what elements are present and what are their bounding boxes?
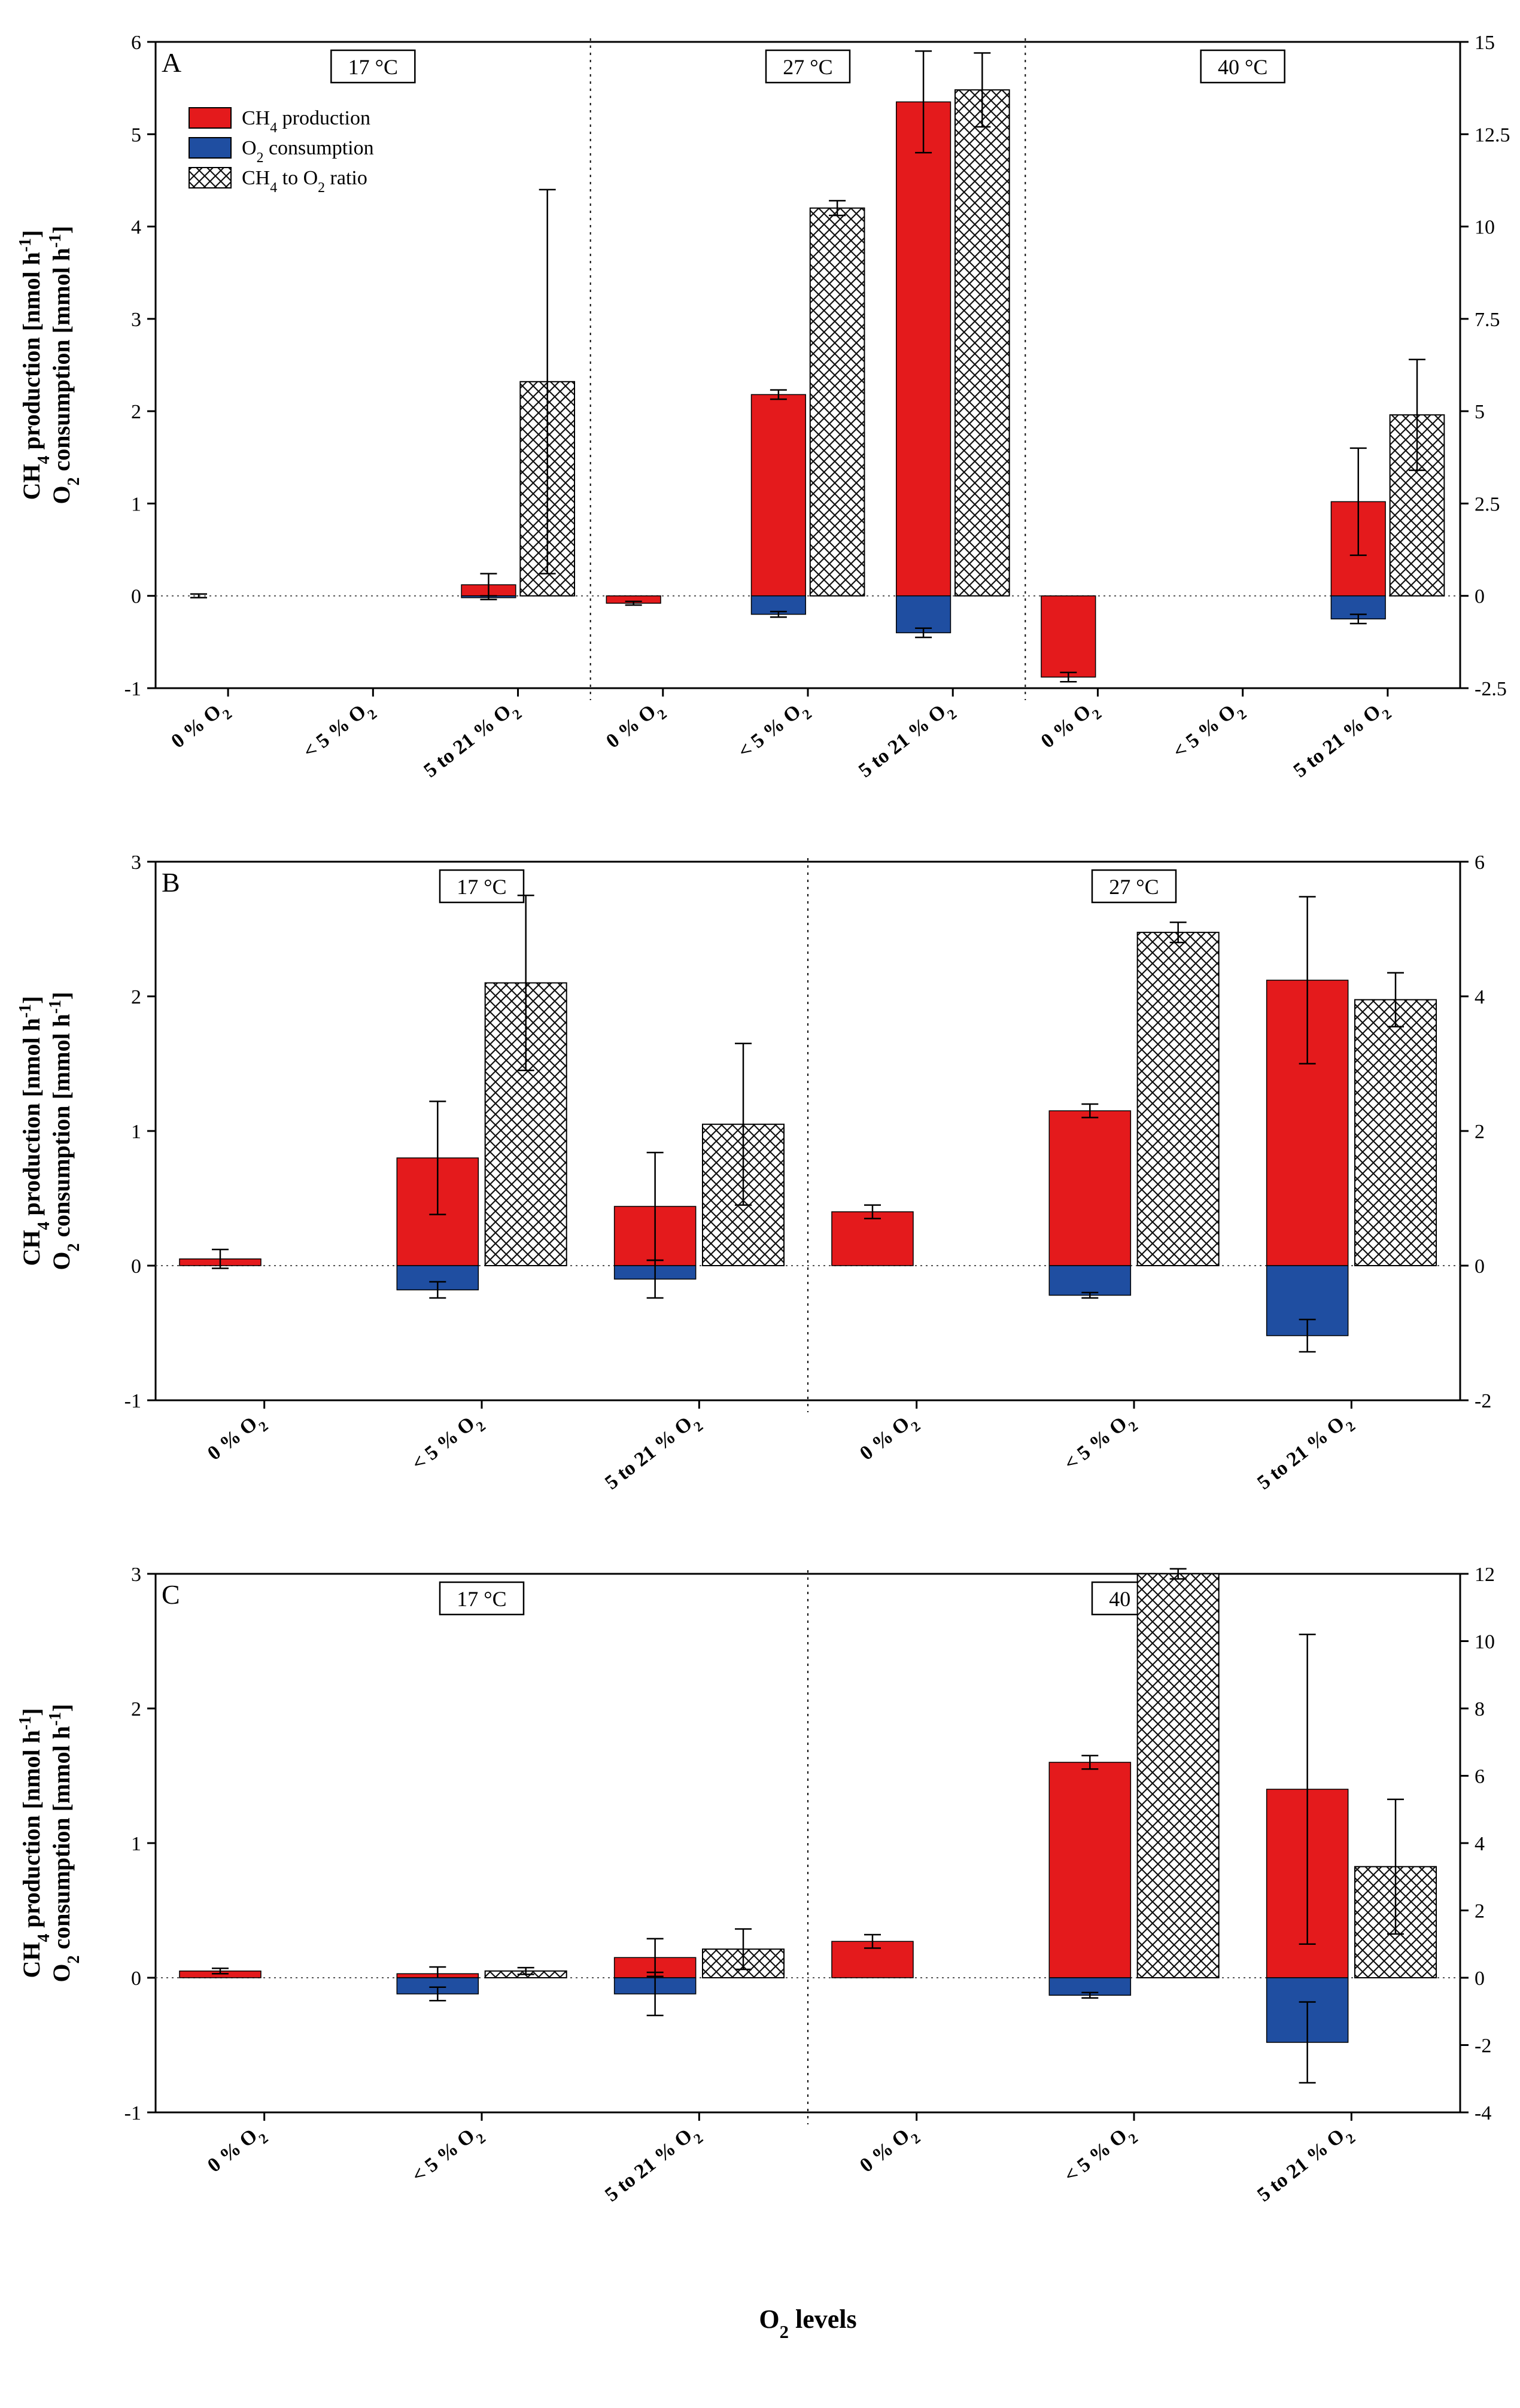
bar-ratio bbox=[1355, 1000, 1436, 1266]
ytick-left: 6 bbox=[131, 36, 141, 54]
y-left-label: CH4 production [nmol h-1]O2 consumption … bbox=[16, 992, 83, 1270]
bar-ch4 bbox=[1049, 1762, 1130, 1978]
ytick-right: 12.5 bbox=[1475, 124, 1510, 146]
ytick-left: 4 bbox=[131, 217, 141, 239]
ytick-right: 5 bbox=[1475, 401, 1485, 423]
bar-ch4 bbox=[832, 1212, 913, 1266]
panel-B: -1 0 1 2 3 -2 0 2 4 6 17 °C 27 °C B 0 % O2 < 5 % O2 5 t… bbox=[0, 856, 1520, 1568]
ytick-right: 0 bbox=[1475, 1255, 1485, 1278]
x-category-label: 5 to 21 % O2 bbox=[855, 696, 960, 787]
ytick-left: 2 bbox=[131, 401, 141, 423]
y-left-label: CH4 production [nmol h-1]O2 consumption … bbox=[16, 1704, 83, 1982]
ytick-right: -2 bbox=[1475, 2035, 1491, 2057]
ytick-right: 2 bbox=[1475, 1121, 1485, 1143]
x-category-label: < 5 % O2 bbox=[408, 2120, 488, 2192]
ytick-right: 7.5 bbox=[1475, 309, 1500, 331]
ytick-left: 2 bbox=[131, 986, 141, 1008]
bar-ratio bbox=[955, 90, 1010, 595]
ytick-left: 1 bbox=[131, 493, 141, 515]
ytick-right: 10 bbox=[1475, 1631, 1495, 1653]
ytick-right: 6 bbox=[1475, 1766, 1485, 1788]
x-axis-title: O2 levels bbox=[759, 2304, 856, 2342]
x-category-label: < 5 % O2 bbox=[1060, 1408, 1141, 1480]
ytick-left: 0 bbox=[131, 1968, 141, 1990]
x-category-label: 5 to 21 % O2 bbox=[601, 1408, 706, 1499]
ytick-right: -2 bbox=[1475, 1390, 1491, 1412]
ytick-right: 2.5 bbox=[1475, 493, 1500, 515]
bar-ratio bbox=[1138, 1574, 1219, 1978]
ytick-left: 2 bbox=[131, 1698, 141, 1720]
panel-letter: B bbox=[162, 867, 180, 898]
ytick-left: 3 bbox=[131, 856, 141, 874]
x-category-label: 0 % O2 bbox=[856, 2120, 923, 2182]
x-category-label: 5 to 21 % O2 bbox=[1253, 1408, 1358, 1499]
bar-ratio bbox=[1138, 932, 1219, 1266]
temp-label: 27 °C bbox=[1109, 875, 1159, 899]
bar-o2 bbox=[896, 596, 951, 633]
panel-A: -1 0 1 2 3 4 5 6 -2.5 0 2.5 5 7.5 10 12.5 15 17 °C 27 °C 4… bbox=[0, 36, 1520, 856]
temp-label: 17 °C bbox=[457, 1587, 506, 1611]
legend-swatch bbox=[189, 138, 231, 158]
bar-ratio bbox=[810, 208, 865, 596]
x-category-label: 5 to 21 % O2 bbox=[419, 696, 525, 787]
legend-label: CH4 production bbox=[242, 107, 370, 136]
ytick-left: -1 bbox=[124, 678, 141, 700]
ytick-right: 2 bbox=[1475, 1901, 1485, 1923]
panel-C: -10123-4-202468101217 °C40 °CC0 % O2< 5 … bbox=[0, 1568, 1520, 2280]
x-category-label: 0 % O2 bbox=[602, 696, 670, 758]
ytick-right: 6 bbox=[1475, 856, 1485, 874]
temp-label: 40 °C bbox=[1218, 55, 1267, 79]
bar-ch4 bbox=[896, 102, 951, 595]
x-category-label: 0 % O2 bbox=[856, 1408, 923, 1470]
x-category-label: 5 to 21 % O2 bbox=[601, 2120, 706, 2211]
ytick-right: 12 bbox=[1475, 1568, 1495, 1586]
x-category-label: < 5 % O2 bbox=[299, 696, 380, 768]
x-category-label: < 5 % O2 bbox=[1060, 2120, 1141, 2192]
ytick-left: 3 bbox=[131, 309, 141, 331]
x-category-label: < 5 % O2 bbox=[734, 696, 814, 768]
bar-o2 bbox=[1049, 1266, 1130, 1296]
ytick-right: 15 bbox=[1475, 36, 1495, 54]
ytick-left: 1 bbox=[131, 1833, 141, 1855]
y-left-label: CH4 production [nmol h-1]O2 consumption … bbox=[16, 226, 83, 504]
ytick-left: 0 bbox=[131, 586, 141, 608]
ytick-right: -4 bbox=[1475, 2102, 1491, 2124]
legend-swatch bbox=[189, 108, 231, 128]
ytick-left: 3 bbox=[131, 1568, 141, 1586]
bar-ch4 bbox=[1041, 596, 1096, 677]
bar-ch4 bbox=[752, 394, 806, 595]
panel-letter: C bbox=[162, 1579, 180, 1610]
x-category-label: 0 % O2 bbox=[1037, 696, 1105, 758]
legend-swatch bbox=[189, 168, 231, 188]
x-category-label: 5 to 21 % O2 bbox=[1290, 696, 1395, 787]
x-category-label: 0 % O2 bbox=[167, 696, 235, 758]
ytick-right: 4 bbox=[1475, 986, 1485, 1008]
ytick-right: 0 bbox=[1475, 586, 1485, 608]
temp-label: 17 °C bbox=[457, 875, 506, 899]
ytick-right: 10 bbox=[1475, 217, 1495, 239]
ytick-left: -1 bbox=[124, 1390, 141, 1412]
legend-label: O2 consumption bbox=[242, 137, 374, 166]
panel-letter: A bbox=[162, 47, 181, 78]
ytick-right: 4 bbox=[1475, 1833, 1485, 1855]
ytick-right: -2.5 bbox=[1475, 678, 1507, 700]
x-category-label: 0 % O2 bbox=[203, 2120, 271, 2182]
x-category-label: 0 % O2 bbox=[203, 1408, 271, 1470]
legend-label: CH4 to O2 ratio bbox=[242, 167, 367, 196]
ytick-right: 0 bbox=[1475, 1968, 1485, 1990]
ytick-left: 1 bbox=[131, 1121, 141, 1143]
x-category-label: 5 to 21 % O2 bbox=[1253, 2120, 1358, 2211]
ytick-left: 5 bbox=[131, 124, 141, 146]
temp-label: 17 °C bbox=[348, 55, 398, 79]
ytick-left: -1 bbox=[124, 2102, 141, 2124]
temp-label: 27 °C bbox=[783, 55, 832, 79]
ytick-right: 8 bbox=[1475, 1698, 1485, 1720]
x-category-label: < 5 % O2 bbox=[408, 1408, 488, 1480]
figure-root: -10123456-2.502.557.51012.51517 °C27 °C4… bbox=[0, 0, 1520, 2408]
x-category-label: < 5 % O2 bbox=[1169, 696, 1250, 768]
ytick-left: 0 bbox=[131, 1255, 141, 1278]
bar-ch4 bbox=[1049, 1111, 1130, 1266]
